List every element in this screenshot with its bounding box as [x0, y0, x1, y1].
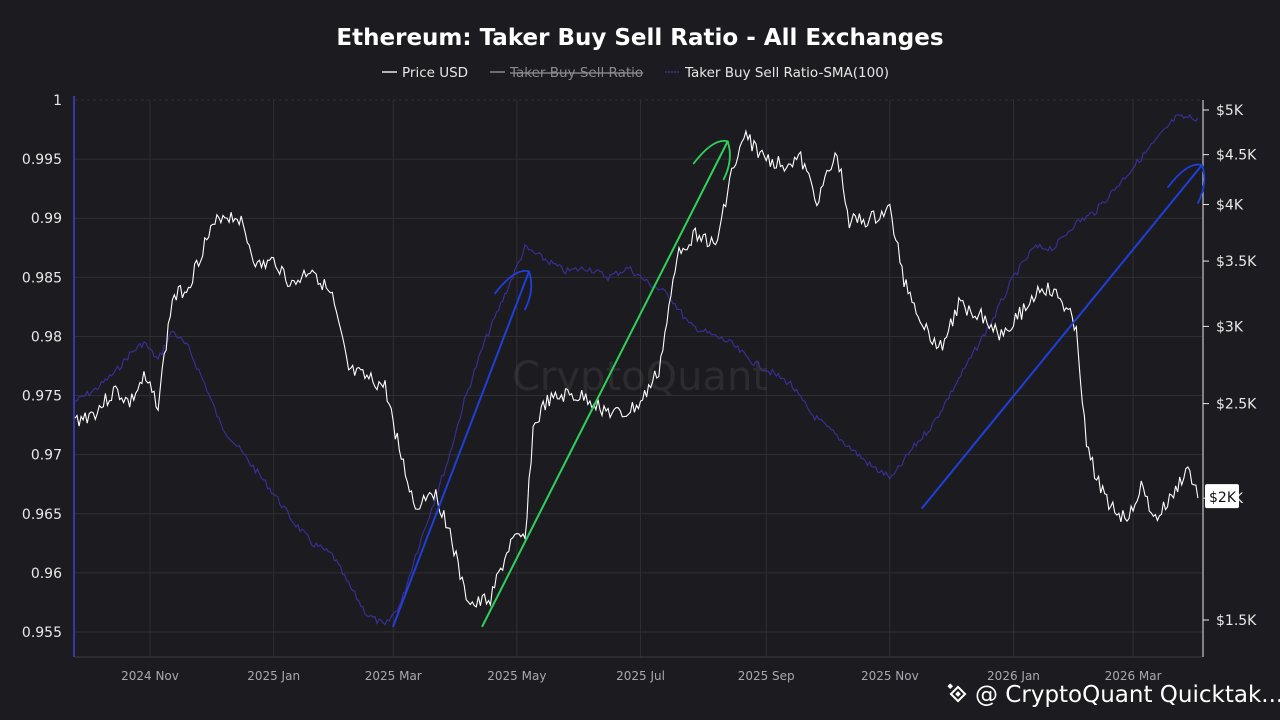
current-price-tag: $2K: [1205, 484, 1239, 509]
grid: [75, 99, 1202, 657]
trend-arrow-shaft: [392, 270, 531, 628]
y-left-tick-label: 0.955: [22, 625, 62, 641]
annotations-layer: [392, 139, 1206, 628]
x-tick-label: 2026 Jan: [987, 669, 1040, 683]
legend-item-sma[interactable]: Taker Buy Sell Ratio-SMA(100): [665, 65, 889, 81]
legend-item-ratio[interactable]: Taker Buy Sell Ratio: [490, 65, 643, 81]
y-right-tick-label: $3.5K: [1216, 254, 1257, 270]
credit: @ CryptoQuant Quicktak...: [947, 682, 1280, 708]
legend-label-sma: Taker Buy Sell Ratio-SMA(100): [684, 65, 889, 81]
y-right-tick-label: $4K: [1216, 198, 1244, 214]
series-line-price: [74, 129, 1199, 608]
x-tick-label: 2025 May: [487, 669, 546, 683]
legend-item-price[interactable]: Price USD: [382, 65, 468, 81]
x-tick-label: 2026 Mar: [1105, 669, 1162, 683]
x-tick-label: 2025 Sep: [738, 669, 795, 683]
y-right-tick-label: $4.5K: [1216, 148, 1257, 164]
y-left-tick-label: 1: [53, 93, 62, 109]
y-right-tick-label: $3K: [1216, 319, 1244, 335]
x-tick-label: 2024 Nov: [121, 669, 179, 683]
trend-arrowhead: [524, 270, 533, 311]
y-left-tick-label: 0.965: [22, 507, 62, 523]
legend-label-price: Price USD: [402, 65, 468, 81]
current-price-tag-label: $2K: [1209, 490, 1237, 506]
y-left-tick-label: 0.995: [22, 152, 62, 168]
x-tick-label: 2025 Jul: [616, 669, 665, 683]
series-layer: [74, 113, 1199, 626]
y-right-tick-label: $5K: [1216, 103, 1244, 119]
trend-arrowhead: [722, 140, 731, 181]
trend-arrowhead: [1197, 164, 1206, 204]
legend: Price USD Taker Buy Sell Ratio Taker Buy…: [382, 65, 889, 81]
y-right-tick-label: $2.5K: [1216, 397, 1257, 413]
y-left-tick-label: 0.97: [31, 448, 62, 464]
trend-arrowhead: [692, 139, 729, 165]
trend-arrow-shaft: [481, 140, 729, 628]
trend-arrowhead: [1167, 163, 1203, 188]
axes: 1 0.995 0.99 0.985 0.98 0.975 0.97 0.965 0.96 0.9…: [22, 93, 1257, 683]
watermark: CryptoQuant: [512, 354, 768, 400]
y-left-tick-label: 0.985: [22, 270, 62, 286]
series-line-sma: [74, 113, 1199, 626]
y-left-tick-label: 0.975: [22, 389, 62, 405]
x-tick-label: 2025 Jan: [247, 669, 300, 683]
trend-arrow-shaft: [921, 164, 1203, 509]
current-price-tag-bg: [1205, 484, 1239, 509]
credit-text: @ CryptoQuant Quicktak...: [975, 682, 1280, 708]
x-tick-label: 2025 Mar: [365, 669, 422, 683]
legend-label-ratio: Taker Buy Sell Ratio: [509, 65, 643, 81]
y-right-tick-label: $1.5K: [1216, 613, 1257, 629]
chart-title: Ethereum: Taker Buy Sell Ratio - All Exc…: [336, 25, 943, 51]
y-left-tick-label: 0.96: [31, 566, 62, 582]
y-left-tick-label: 0.98: [31, 329, 62, 345]
trend-arrowhead: [494, 269, 530, 295]
x-tick-label: 2025 Nov: [861, 669, 919, 683]
y-left-tick-label: 0.99: [31, 211, 62, 227]
binance-diamond-icon: [947, 683, 967, 703]
